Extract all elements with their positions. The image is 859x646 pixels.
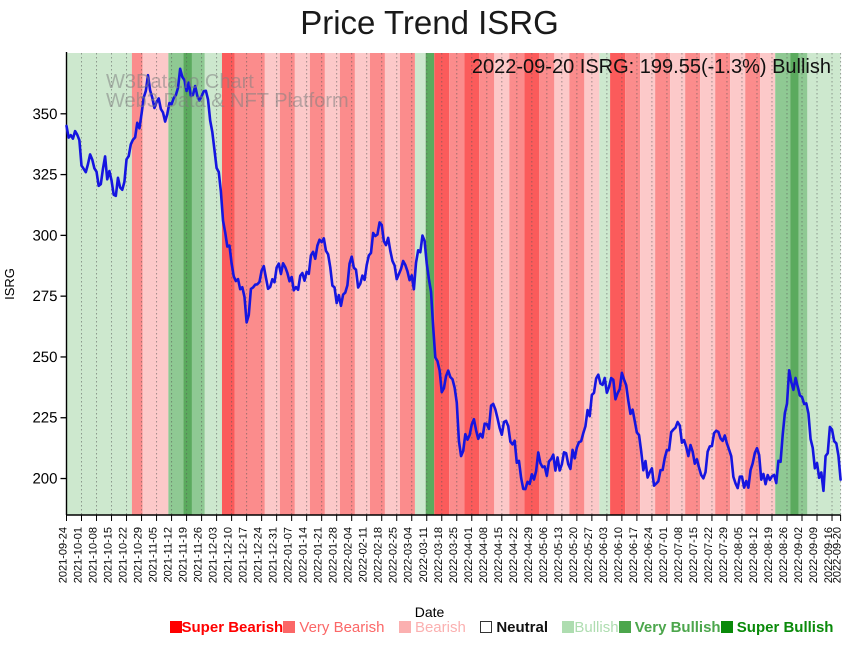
svg-text:2022-01-28: 2022-01-28 bbox=[328, 527, 340, 583]
svg-text:2022-03-11: 2022-03-11 bbox=[418, 527, 430, 582]
svg-text:2022-05-20: 2022-05-20 bbox=[568, 527, 580, 583]
svg-text:2022-09-20: 2022-09-20 bbox=[832, 527, 844, 583]
svg-text:2021-10-01: 2021-10-01 bbox=[73, 527, 85, 583]
svg-text:2021-11-12: 2021-11-12 bbox=[163, 527, 175, 582]
svg-text:2022-09-02: 2022-09-02 bbox=[793, 527, 805, 583]
svg-text:2022-04-08: 2022-04-08 bbox=[478, 527, 490, 583]
svg-text:2021-11-26: 2021-11-26 bbox=[193, 527, 205, 582]
svg-text:2022-04-01: 2022-04-01 bbox=[463, 527, 475, 583]
svg-text:2022-07-22: 2022-07-22 bbox=[703, 527, 715, 583]
svg-text:2022-08-12: 2022-08-12 bbox=[748, 527, 760, 583]
svg-text:2022-02-18: 2022-02-18 bbox=[373, 527, 385, 583]
svg-text:2022-03-04: 2022-03-04 bbox=[403, 527, 415, 583]
svg-text:2021-10-08: 2021-10-08 bbox=[88, 527, 100, 583]
svg-text:2022-08-05: 2022-08-05 bbox=[733, 527, 745, 583]
svg-text:2022-05-27: 2022-05-27 bbox=[583, 527, 595, 583]
svg-text:2021-12-24: 2021-12-24 bbox=[253, 527, 265, 583]
svg-text:2022-04-15: 2022-04-15 bbox=[493, 527, 505, 583]
svg-text:2022-03-18: 2022-03-18 bbox=[433, 527, 445, 583]
svg-text:2021-11-05: 2021-11-05 bbox=[148, 527, 160, 582]
svg-text:2022-01-07: 2022-01-07 bbox=[283, 527, 295, 583]
svg-text:2022-05-06: 2022-05-06 bbox=[538, 527, 550, 583]
svg-text:2021-10-15: 2021-10-15 bbox=[103, 527, 115, 583]
svg-text:2022-06-24: 2022-06-24 bbox=[643, 527, 655, 583]
svg-text:2022-07-01: 2022-07-01 bbox=[658, 527, 670, 583]
svg-text:2022-05-13: 2022-05-13 bbox=[553, 527, 565, 583]
svg-text:2021-11-19: 2021-11-19 bbox=[178, 527, 190, 582]
svg-text:2022-06-10: 2022-06-10 bbox=[613, 527, 625, 583]
svg-text:2022-02-25: 2022-02-25 bbox=[388, 527, 400, 583]
svg-text:2021-09-24: 2021-09-24 bbox=[58, 527, 70, 583]
svg-text:2021-12-10: 2021-12-10 bbox=[223, 527, 235, 583]
svg-text:2022-07-15: 2022-07-15 bbox=[688, 527, 700, 583]
svg-text:2022-02-04: 2022-02-04 bbox=[343, 527, 355, 583]
svg-text:ISRG: ISRG bbox=[2, 268, 17, 300]
svg-text:2022-01-21: 2022-01-21 bbox=[313, 527, 325, 583]
svg-text:2022-04-22: 2022-04-22 bbox=[508, 527, 520, 583]
svg-text:2022-01-14: 2022-01-14 bbox=[298, 527, 310, 583]
svg-text:2022-06-03: 2022-06-03 bbox=[598, 527, 610, 583]
svg-text:2021-12-03: 2021-12-03 bbox=[208, 527, 220, 583]
svg-text:2021-10-29: 2021-10-29 bbox=[133, 527, 145, 583]
svg-text:2021-12-17: 2021-12-17 bbox=[238, 527, 250, 583]
svg-text:2022-08-19: 2022-08-19 bbox=[763, 527, 775, 583]
svg-text:2022-08-26: 2022-08-26 bbox=[778, 527, 790, 583]
svg-text:2021-12-31: 2021-12-31 bbox=[268, 527, 280, 583]
svg-text:2021-10-22: 2021-10-22 bbox=[118, 527, 130, 583]
svg-text:2022-07-29: 2022-07-29 bbox=[718, 527, 730, 583]
svg-text:2022-06-17: 2022-06-17 bbox=[628, 527, 640, 583]
svg-text:2022-04-29: 2022-04-29 bbox=[523, 527, 535, 583]
svg-text:2022-02-11: 2022-02-11 bbox=[358, 527, 370, 582]
svg-text:2022-07-08: 2022-07-08 bbox=[673, 527, 685, 583]
svg-text:2022-09-09: 2022-09-09 bbox=[808, 527, 820, 583]
svg-text:2022-03-25: 2022-03-25 bbox=[448, 527, 460, 583]
